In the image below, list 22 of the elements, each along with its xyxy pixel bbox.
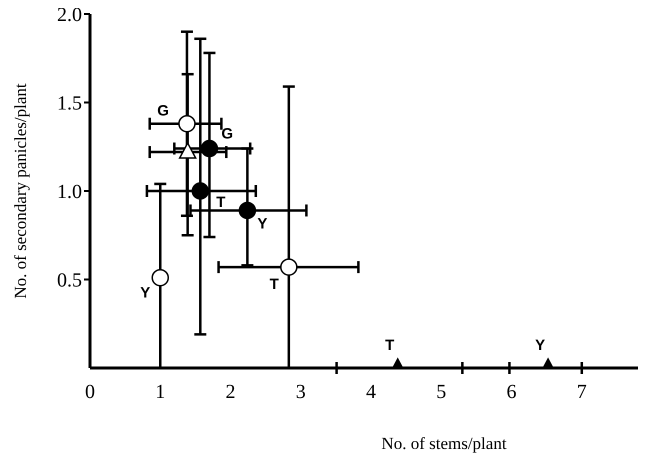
x-tick-label: 0 [85, 381, 95, 404]
x-axis-title: No. of stems/plant [381, 434, 507, 453]
annotation: Y [257, 215, 268, 232]
y-tick-label: 2.0 [57, 4, 82, 26]
y-axis-title: No. of secondary panicles/plant [11, 83, 30, 299]
annotation: G [221, 126, 234, 143]
x-tick-label: 6 [506, 381, 517, 404]
annotation: T [270, 276, 279, 294]
x-tick-label: 2 [226, 381, 236, 404]
x-tick-label: 1 [155, 381, 166, 404]
annotation: Y [140, 284, 150, 302]
annotation: T [216, 194, 226, 211]
x-tick-label: 4 [366, 381, 376, 404]
annotation: T [385, 337, 394, 354]
y-tick-label: 1.5 [57, 92, 82, 115]
annotation: Y [535, 337, 546, 354]
x-tick-label: 3 [296, 381, 306, 404]
y-tick-label: 0.5 [57, 270, 82, 292]
x-tick-label: 5 [436, 381, 446, 404]
x-tick-label: 7 [576, 381, 587, 404]
y-tick-label: 1.0 [57, 181, 82, 204]
annotation: G [157, 102, 169, 120]
